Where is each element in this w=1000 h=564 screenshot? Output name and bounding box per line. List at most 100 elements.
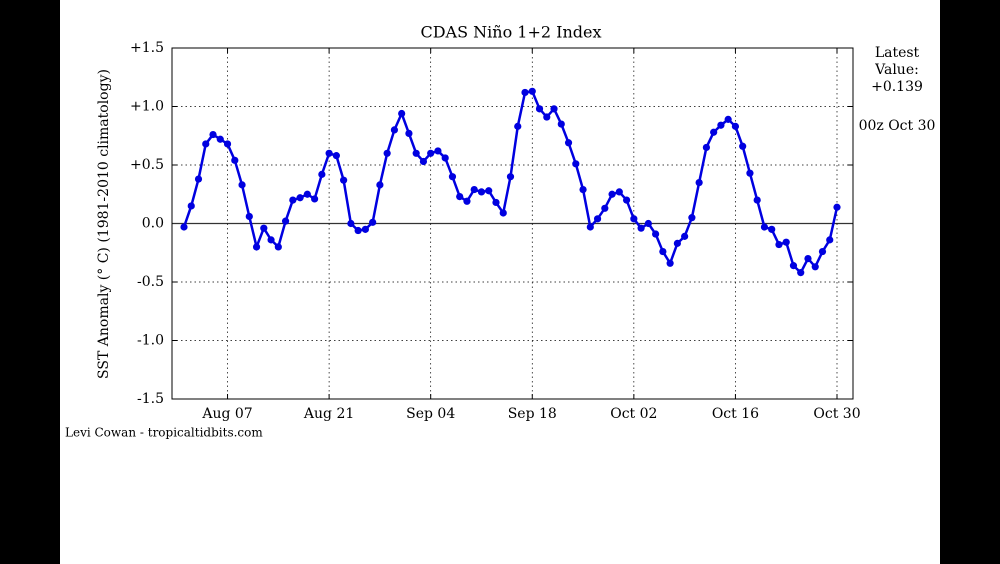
- data-point: [710, 128, 718, 136]
- data-point: [477, 188, 486, 196]
- data-point: [492, 198, 500, 207]
- data-point: [506, 173, 515, 181]
- y-tick-label: -1.5: [137, 391, 164, 407]
- y-tick-label: +1.5: [130, 40, 164, 56]
- data-point: [826, 236, 834, 244]
- data-point: [405, 129, 413, 138]
- data-point: [252, 243, 261, 251]
- data-point: [528, 87, 536, 95]
- annotation: Latest: [875, 45, 920, 61]
- data-point: [688, 214, 696, 222]
- data-point: [311, 195, 319, 203]
- data-point: [499, 209, 507, 217]
- x-tick-label: Oct 02: [610, 406, 657, 422]
- data-point: [281, 217, 290, 225]
- data-point: [557, 120, 565, 128]
- data-point: [412, 149, 420, 157]
- data-point: [456, 192, 464, 201]
- data-point: [514, 122, 522, 130]
- data-point: [441, 154, 449, 162]
- x-tick-label: Aug 07: [201, 406, 252, 422]
- data-point: [811, 263, 819, 271]
- data-point: [303, 190, 311, 198]
- data-point: [601, 204, 609, 212]
- plot-frame: [171, 47, 854, 400]
- x-tick-label: Sep 04: [406, 406, 455, 422]
- data-point: [223, 140, 232, 148]
- data-point: [238, 181, 246, 189]
- data-point: [630, 215, 638, 223]
- data-point: [332, 152, 340, 160]
- data-point: [231, 156, 239, 164]
- data-point: [775, 240, 783, 249]
- data-point: [260, 224, 268, 232]
- data-point: [659, 247, 667, 256]
- data-point: [782, 238, 790, 246]
- data-point: [535, 105, 544, 113]
- data-point: [760, 223, 769, 231]
- data-point: [340, 176, 348, 184]
- data-point: [622, 196, 631, 204]
- data-point: [572, 160, 580, 168]
- data-point: [717, 121, 725, 129]
- data-point: [383, 149, 391, 157]
- data-point: [579, 185, 587, 194]
- data-point: [448, 173, 457, 181]
- y-tick-label: +0.5: [130, 157, 164, 173]
- data-point: [325, 149, 333, 157]
- data-point: [180, 223, 188, 231]
- data-point: [797, 269, 805, 277]
- data-point: [731, 122, 740, 130]
- data-point: [833, 203, 841, 211]
- data-point: [274, 243, 282, 251]
- chart-title: CDAS Niño 1+2 Index: [420, 23, 601, 42]
- data-point: [608, 190, 616, 198]
- data-point: [789, 262, 798, 270]
- annotation: +0.139: [871, 79, 923, 95]
- data-point: [463, 197, 471, 205]
- data-point: [390, 126, 399, 134]
- data-point: [753, 196, 761, 204]
- data-point: [187, 202, 195, 210]
- data-point: [419, 157, 428, 166]
- data-point: [644, 219, 652, 228]
- data-point: [804, 255, 812, 263]
- data-point: [673, 239, 681, 247]
- data-point: [543, 113, 551, 121]
- data-point: [550, 105, 558, 113]
- data-point: [296, 194, 304, 202]
- data-point: [652, 230, 660, 238]
- x-tick-label: Aug 21: [303, 406, 354, 422]
- data-point: [267, 236, 275, 244]
- y-tick-label: -1.0: [137, 333, 164, 349]
- data-point: [746, 169, 754, 177]
- data-point: [695, 178, 703, 187]
- x-tick-label: Oct 30: [813, 406, 860, 422]
- data-point: [615, 188, 623, 196]
- data-point: [216, 135, 224, 143]
- data-point: [398, 109, 406, 118]
- data-point: [194, 175, 203, 183]
- data-point: [739, 142, 747, 150]
- data-point: [376, 181, 384, 189]
- annotation: 00z Oct 30: [859, 118, 936, 134]
- x-tick-label: Sep 18: [508, 406, 557, 422]
- y-tick-label: -0.5: [137, 274, 164, 290]
- y-axis-label: SST Anomaly (° C) (1981-2010 climatology…: [96, 69, 112, 379]
- data-point: [318, 170, 326, 178]
- data-point: [289, 196, 297, 204]
- data-point: [209, 130, 217, 139]
- y-tick-label: 0.0: [142, 216, 164, 232]
- data-point: [354, 226, 362, 235]
- data-point: [245, 212, 253, 221]
- data-point: [521, 88, 529, 97]
- data-point: [427, 149, 435, 157]
- data-point: [586, 223, 594, 231]
- data-point: [702, 143, 711, 152]
- data-point: [818, 247, 827, 256]
- data-point: [434, 147, 442, 155]
- data-point: [724, 115, 732, 123]
- x-tick-label: Oct 16: [712, 406, 759, 422]
